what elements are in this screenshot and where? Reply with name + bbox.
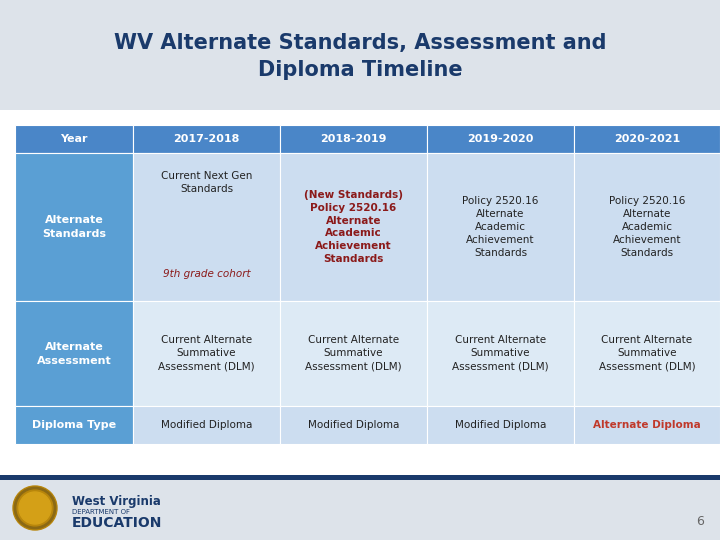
Text: 9th grade cohort: 9th grade cohort — [163, 269, 251, 279]
Text: WV Alternate Standards, Assessment and: WV Alternate Standards, Assessment and — [114, 33, 606, 53]
Text: 2018-2019: 2018-2019 — [320, 134, 387, 144]
Text: 2020-2021: 2020-2021 — [614, 134, 680, 144]
Bar — [15, 125, 133, 153]
Text: Current Alternate
Summative
Assessment (DLM): Current Alternate Summative Assessment (… — [158, 335, 255, 372]
Text: 2019-2020: 2019-2020 — [467, 134, 534, 144]
Circle shape — [19, 492, 51, 524]
Bar — [15, 301, 133, 406]
Bar — [427, 301, 574, 406]
Text: DEPARTMENT OF: DEPARTMENT OF — [72, 509, 130, 515]
Bar — [280, 153, 427, 301]
Text: 6: 6 — [696, 515, 704, 528]
Text: Alternate Diploma: Alternate Diploma — [593, 420, 701, 430]
Bar — [427, 125, 574, 153]
Bar — [133, 125, 280, 153]
Bar — [133, 301, 280, 406]
Text: Modified Diploma: Modified Diploma — [161, 420, 252, 430]
Text: Current Alternate
Summative
Assessment (DLM): Current Alternate Summative Assessment (… — [305, 335, 402, 372]
Text: Modified Diploma: Modified Diploma — [455, 420, 546, 430]
Text: Policy 2520.16
Alternate
Academic
Achievement
Standards: Policy 2520.16 Alternate Academic Achiev… — [462, 197, 539, 258]
Text: 2017-2018: 2017-2018 — [174, 134, 240, 144]
Bar — [15, 406, 133, 444]
Text: Diploma Timeline: Diploma Timeline — [258, 60, 462, 80]
Text: Alternate
Standards: Alternate Standards — [42, 215, 106, 239]
Bar — [574, 153, 720, 301]
Bar — [280, 125, 427, 153]
Bar — [0, 0, 720, 110]
Text: Current Next Gen
Standards: Current Next Gen Standards — [161, 171, 252, 194]
Bar — [427, 153, 574, 301]
Text: Current Alternate
Summative
Assessment (DLM): Current Alternate Summative Assessment (… — [599, 335, 696, 372]
Text: (New Standards)
Policy 2520.16
Alternate
Academic
Achievement
Standards: (New Standards) Policy 2520.16 Alternate… — [304, 190, 403, 264]
Text: West Virginia: West Virginia — [72, 496, 161, 509]
Text: Diploma Type: Diploma Type — [32, 420, 116, 430]
Bar — [280, 406, 427, 444]
Bar — [133, 406, 280, 444]
Bar — [280, 301, 427, 406]
Bar — [574, 125, 720, 153]
Text: Modified Diploma: Modified Diploma — [308, 420, 399, 430]
Bar — [15, 153, 133, 301]
Text: Policy 2520.16
Alternate
Academic
Achievement
Standards: Policy 2520.16 Alternate Academic Achiev… — [609, 197, 685, 258]
Bar — [0, 475, 720, 480]
Circle shape — [13, 486, 57, 530]
Text: Year: Year — [60, 134, 88, 144]
Text: Alternate
Assessment: Alternate Assessment — [37, 341, 112, 366]
Bar — [0, 475, 720, 540]
Text: EDUCATION: EDUCATION — [72, 516, 163, 530]
Bar — [574, 301, 720, 406]
Bar — [133, 153, 280, 301]
Text: Current Alternate
Summative
Assessment (DLM): Current Alternate Summative Assessment (… — [452, 335, 549, 372]
Bar — [574, 406, 720, 444]
Bar — [427, 406, 574, 444]
